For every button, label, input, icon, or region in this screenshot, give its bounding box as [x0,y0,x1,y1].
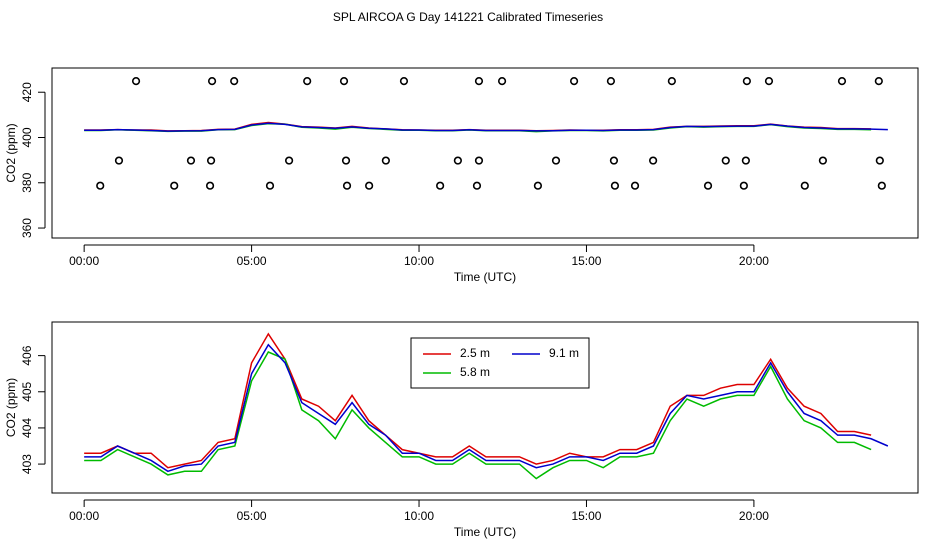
data-point [205,181,215,190]
data-point [649,156,658,165]
data-point [381,156,390,165]
data-point [399,77,409,86]
data-point [474,156,484,165]
chart-title: SPL AIRCOA G Day 141221 Calibrated Times… [333,10,603,24]
x-axis-label: Time (UTC) [454,525,516,539]
x-tick-label: 20:00 [739,254,769,268]
data-point [497,77,507,86]
x-tick-label: 20:00 [739,509,769,523]
data-point [837,77,847,86]
data-point [874,77,883,86]
data-point [551,156,561,165]
data-point [342,181,352,190]
data-point [764,77,774,86]
x-tick-label: 00:00 [69,509,99,523]
x-tick-label: 10:00 [404,254,434,268]
data-point [818,156,827,165]
legend-label: 2.5 m [460,346,490,360]
data-point [284,156,294,165]
data-point [207,77,217,86]
legend-label: 5.8 m [460,365,490,379]
y-axis-label: CO2 (ppm) [4,378,18,437]
data-point [265,181,275,190]
data-point [230,77,239,86]
plot-frame [51,321,919,494]
data-point [739,181,748,190]
y-tick-label: 403 [20,454,34,474]
x-tick-label: 15:00 [571,509,601,523]
data-point [703,181,713,190]
legend-box [410,337,590,389]
y-tick-label: 404 [20,418,34,438]
data-point [339,77,349,86]
data-point [186,156,196,165]
data-point [341,156,351,165]
y-tick-label: 400 [20,127,34,147]
x-tick-label: 15:00 [571,254,601,268]
data-point [533,181,543,190]
data-point [365,181,374,190]
x-tick-label: 00:00 [69,254,99,268]
y-tick-label: 406 [20,345,34,365]
data-point [474,77,484,86]
plot-frame [51,67,919,239]
data-point [742,77,751,86]
x-tick-label: 05:00 [237,509,267,523]
x-axis-label: Time (UTC) [454,270,516,284]
x-tick-label: 10:00 [404,509,434,523]
data-point [303,77,312,86]
data-point [96,181,105,190]
data-point [721,156,730,165]
x-tick-label: 05:00 [237,254,267,268]
y-tick-label: 420 [20,82,34,102]
data-point [436,181,445,190]
data-point [630,181,640,190]
series-line [84,122,888,132]
series-line [84,351,872,480]
y-tick-label: 405 [20,381,34,401]
data-point [453,156,462,165]
data-point [206,156,216,165]
data-point [609,156,619,165]
data-point [131,77,141,86]
legend-label: 9.1 m [549,346,579,360]
data-point [875,156,884,165]
data-point [170,181,179,190]
series-line [84,332,872,469]
y-tick-label: 380 [20,172,34,192]
data-point [741,156,750,165]
data-point [877,181,886,190]
data-point [610,181,620,190]
series-line [84,343,889,473]
data-point [667,77,676,86]
data-point [114,156,124,165]
data-point [606,77,616,86]
y-axis-label: CO2 (ppm) [4,123,18,182]
data-point [472,181,482,190]
y-tick-label: 360 [20,218,34,238]
data-point [569,77,579,86]
data-point [800,181,809,190]
